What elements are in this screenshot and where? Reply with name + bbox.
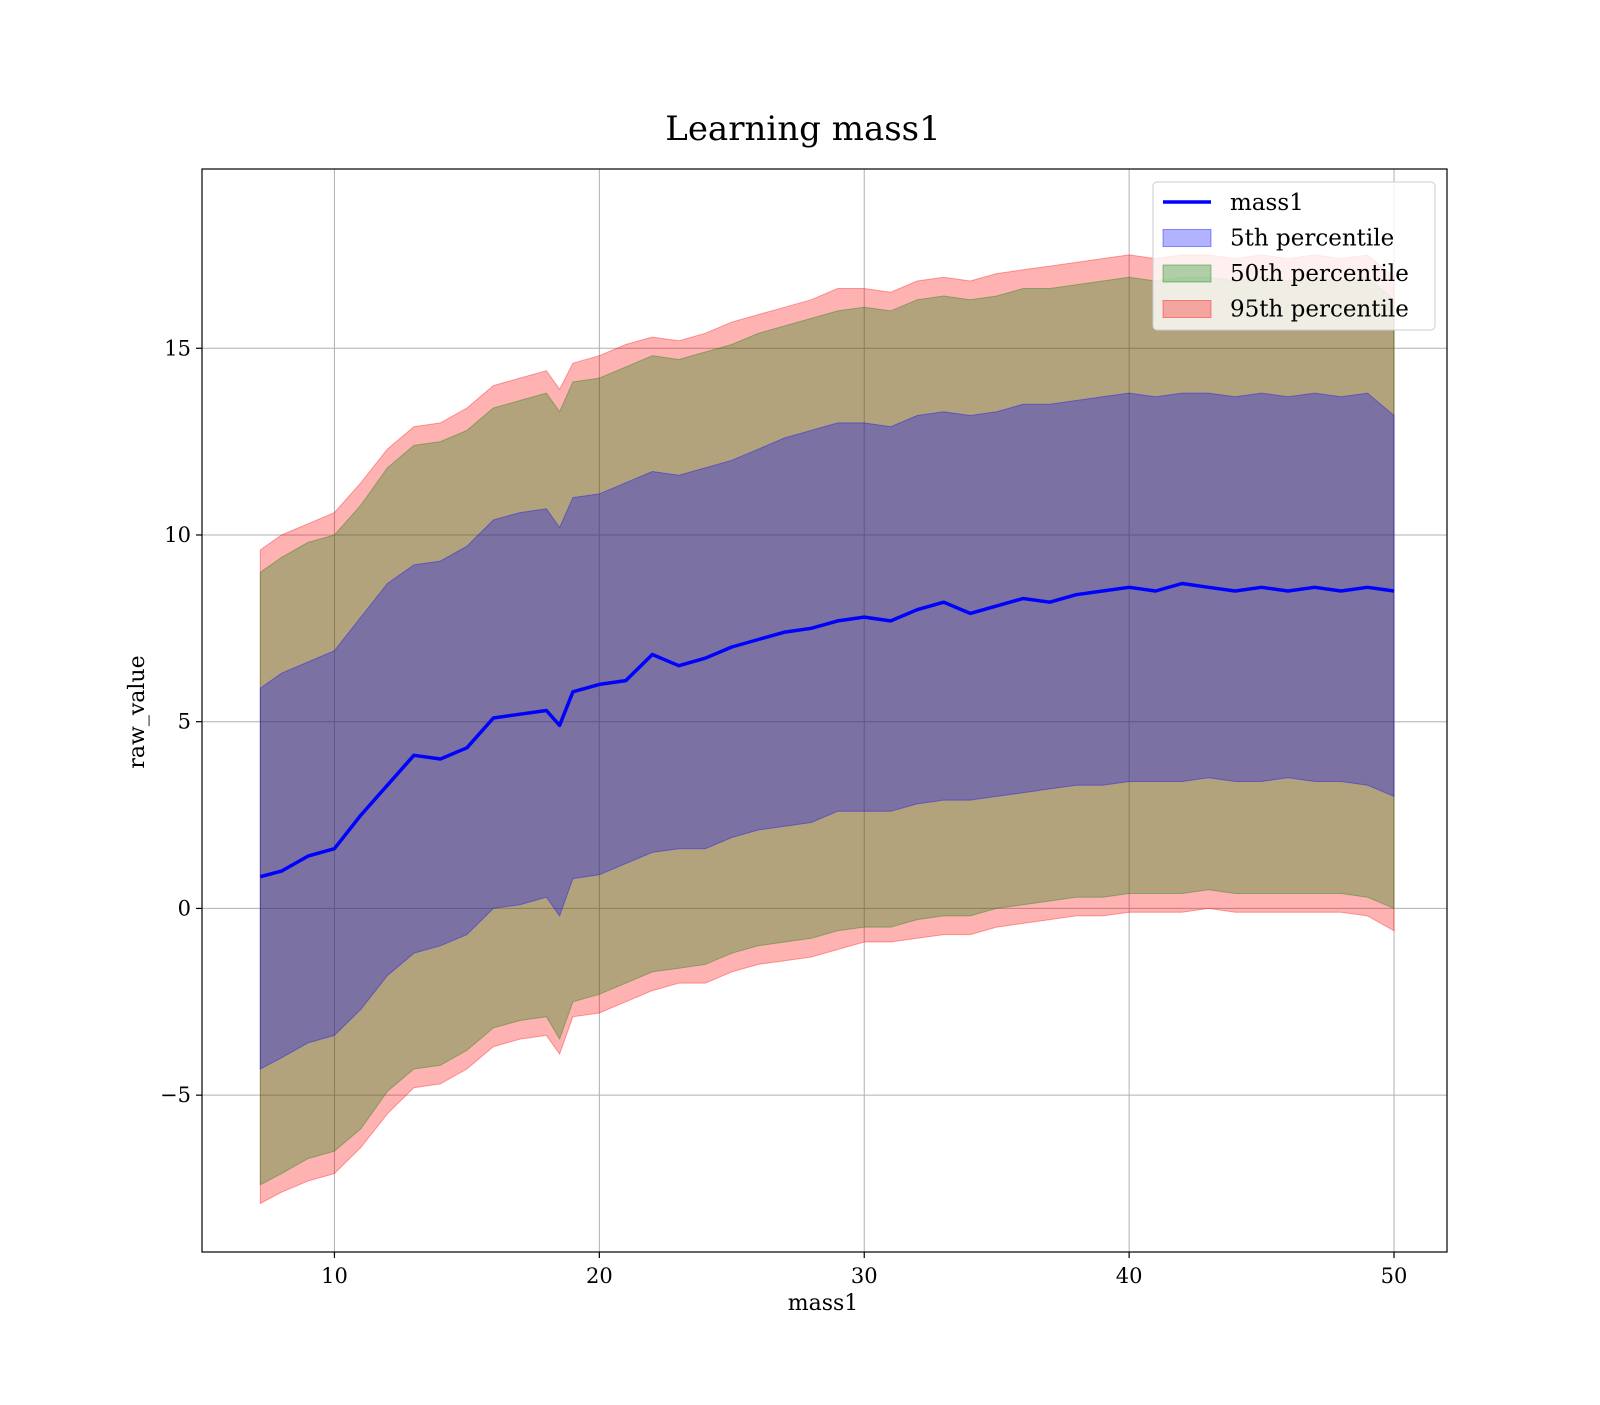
chart-title: Learning mass1	[665, 109, 941, 149]
x-tick-label: 10	[321, 1264, 348, 1288]
x-axis-label: mass1	[788, 1291, 859, 1316]
y-tick-label: 5	[178, 710, 191, 734]
x-tick-label: 50	[1381, 1264, 1408, 1288]
legend-swatch	[1163, 265, 1211, 282]
legend-label: mass1	[1230, 190, 1304, 216]
legend-swatch	[1163, 230, 1211, 247]
y-axis-label: raw_value	[125, 655, 150, 768]
x-tick-label: 40	[1116, 1264, 1143, 1288]
x-tick-label: 30	[851, 1264, 878, 1288]
legend-swatch	[1163, 301, 1211, 318]
y-tick-label: −5	[160, 1083, 191, 1107]
y-tick-label: 0	[178, 896, 191, 920]
y-tick-label: 10	[164, 523, 191, 547]
legend: mass1 5th percentile 50th percentile 95th p…	[1153, 182, 1435, 330]
legend-label: 50th percentile	[1230, 261, 1409, 287]
y-tick-label: 15	[164, 336, 191, 360]
legend-label: 5th percentile	[1230, 226, 1394, 252]
legend-label: 95th percentile	[1230, 297, 1409, 323]
x-tick-label: 20	[586, 1264, 613, 1288]
